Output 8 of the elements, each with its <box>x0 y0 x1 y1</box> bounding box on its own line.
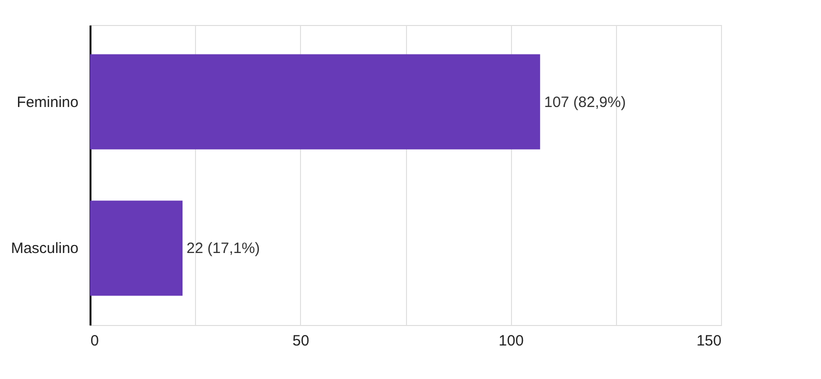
y-tick-label: Masculino <box>10 240 78 258</box>
x-tick-label: 100 <box>498 332 524 350</box>
x-tick-label: 150 <box>696 332 722 350</box>
data-label: 22 (17,1%) <box>186 240 260 258</box>
data-label: 107 (82,9%) <box>544 94 626 111</box>
y-tick-label: Feminino <box>16 94 78 111</box>
x-tick-label: 50 <box>292 332 310 350</box>
x-tick-label: 0 <box>90 332 99 350</box>
